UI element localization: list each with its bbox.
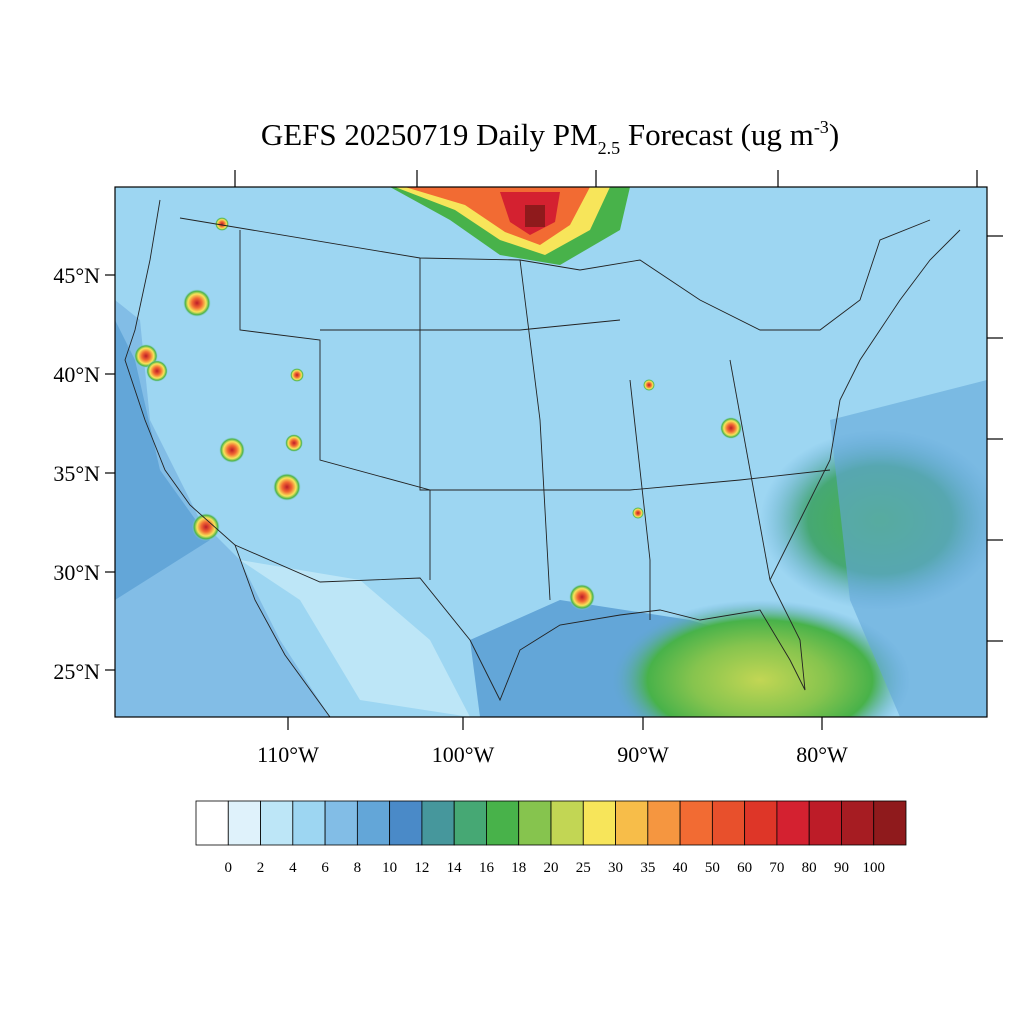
colorbar-box [841, 800, 875, 846]
title-subscript: 2.5 [598, 138, 621, 158]
colorbar: 0 2 4 6 8 10 12 14 16 18 20 25 30 35 40 50 60 70 80 90 100 [195, 800, 907, 876]
colorbar-label: 10 [382, 860, 397, 876]
colorbar-label: 0 [225, 860, 233, 876]
colorbar-label: 18 [511, 860, 526, 876]
lon-label: 110°W [257, 742, 319, 767]
colorbar-label: 60 [737, 860, 752, 876]
colorbar-box [744, 800, 778, 846]
colorbar-box [582, 800, 616, 846]
title-superscript: -3 [814, 117, 829, 137]
frame-ticks [105, 170, 1003, 730]
colorbar-label: 8 [354, 860, 362, 876]
title-close: ) [829, 117, 839, 152]
colorbar-box [324, 800, 358, 846]
map-field [115, 187, 987, 717]
colorbar-label: 20 [544, 860, 559, 876]
colorbar-label: 4 [289, 860, 297, 876]
colorbar-label: 50 [705, 860, 720, 876]
colorbar-label: 70 [769, 860, 784, 876]
colorbar-box [679, 800, 713, 846]
colorbar-label: 30 [608, 860, 623, 876]
colorbar-box [195, 800, 229, 846]
lat-label: 45°N [53, 263, 100, 288]
colorbar-box [453, 800, 487, 846]
colorbar-box [615, 800, 649, 846]
colorbar-box [292, 800, 326, 846]
colorbar-box [486, 800, 520, 846]
colorbar-label: 90 [834, 860, 849, 876]
colorbar-label: 6 [321, 860, 329, 876]
colorbar-label: 35 [640, 860, 655, 876]
colorbar-box [776, 800, 810, 846]
colorbar-box [550, 800, 584, 846]
colorbar-box [518, 800, 552, 846]
title-main: GEFS 20250719 Daily PM [261, 117, 598, 152]
colorbar-label: 14 [447, 860, 463, 876]
colorbar-box [873, 800, 907, 846]
lon-label: 100°W [432, 742, 495, 767]
colorbar-label: 16 [479, 860, 495, 876]
colorbar-label: 2 [257, 860, 265, 876]
colorbar-box [647, 800, 681, 846]
colorbar-box [421, 800, 455, 846]
axis-labels: 45°N 40°N 35°N 30°N 25°N 110°W 100°W 90°W 80°W [53, 263, 848, 767]
colorbar-box [356, 800, 391, 846]
colorbar-box [227, 800, 261, 846]
lat-label: 30°N [53, 560, 100, 585]
colorbar-label: 100 [862, 860, 885, 876]
colorbar-box [389, 800, 423, 846]
lat-label: 25°N [53, 659, 100, 684]
lat-label: 35°N [53, 461, 100, 486]
colorbar-label: 12 [414, 860, 429, 876]
title: GEFS 20250719 Daily PM2.5 Forecast (ug m… [261, 117, 839, 158]
colorbar-label: 40 [673, 860, 688, 876]
colorbar-box [711, 800, 746, 846]
lon-label: 90°W [617, 742, 669, 767]
colorbar-box [260, 800, 294, 846]
lat-label: 40°N [53, 362, 100, 387]
title-rest: Forecast (ug m [620, 117, 814, 152]
lon-label: 80°W [796, 742, 848, 767]
colorbar-label: 25 [576, 860, 591, 876]
colorbar-label: 80 [802, 860, 817, 876]
colorbar-box [808, 800, 842, 846]
map-frame [114, 186, 988, 718]
